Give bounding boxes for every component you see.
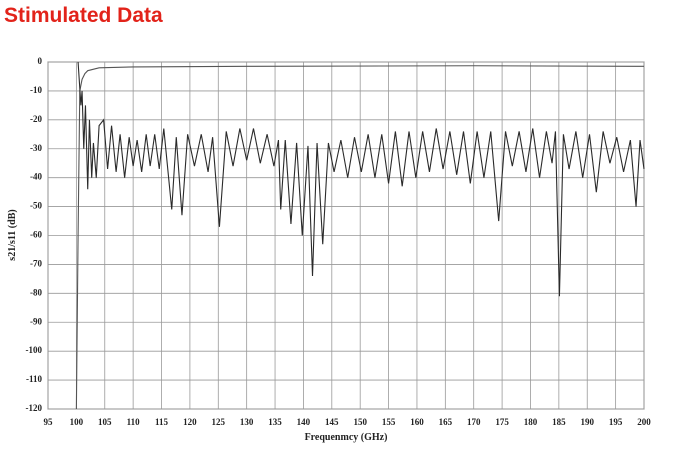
x-tick-label: 200 <box>637 417 651 427</box>
y-tick-label: -30 <box>30 143 42 153</box>
y-axis-label: s21/s11 (dB) <box>7 209 18 260</box>
x-tick-label: 125 <box>212 417 226 427</box>
y-tick-label: -60 <box>30 230 42 240</box>
data-line <box>77 61 645 297</box>
x-tick-label: 130 <box>240 417 254 427</box>
x-tick-label: 140 <box>297 417 311 427</box>
x-tick-label: 190 <box>580 417 594 427</box>
y-tick-label: -110 <box>26 374 43 384</box>
x-axis-label: Frequenmcy (GHz) <box>305 432 388 443</box>
y-tick-label: -100 <box>26 345 43 355</box>
y-tick-label: 0 <box>38 56 43 66</box>
x-tick-label: 145 <box>325 417 339 427</box>
x-tick-label: 195 <box>609 417 623 427</box>
x-tick-label: 115 <box>155 417 169 427</box>
x-tick-label: 100 <box>70 417 84 427</box>
y-tick-label: -90 <box>30 316 42 326</box>
data-line <box>75 65 645 410</box>
x-tick-label: 110 <box>127 417 141 427</box>
y-tick-label: -10 <box>30 85 42 95</box>
x-tick-label: 120 <box>183 417 197 427</box>
x-tick-label: 135 <box>268 417 282 427</box>
x-tick-label: 170 <box>467 417 481 427</box>
x-tick-label: 155 <box>382 417 396 427</box>
x-tick-label: 160 <box>410 417 424 427</box>
x-tick-label: 180 <box>524 417 538 427</box>
x-tick-label: 150 <box>353 417 367 427</box>
chart-title: Stimulated Data <box>4 4 163 27</box>
y-tick-label: -20 <box>30 114 42 124</box>
y-tick-label: -70 <box>30 258 42 268</box>
x-tick-label: 185 <box>552 417 566 427</box>
y-tick-label: -50 <box>30 201 42 211</box>
x-tick-label: 165 <box>439 417 453 427</box>
y-tick-label: -40 <box>30 172 42 182</box>
y-tick-label: -80 <box>30 287 42 297</box>
x-tick-label: 105 <box>98 417 112 427</box>
y-tick-label: -120 <box>26 403 43 413</box>
x-tick-label: 95 <box>44 417 54 427</box>
x-tick-label: 175 <box>495 417 509 427</box>
